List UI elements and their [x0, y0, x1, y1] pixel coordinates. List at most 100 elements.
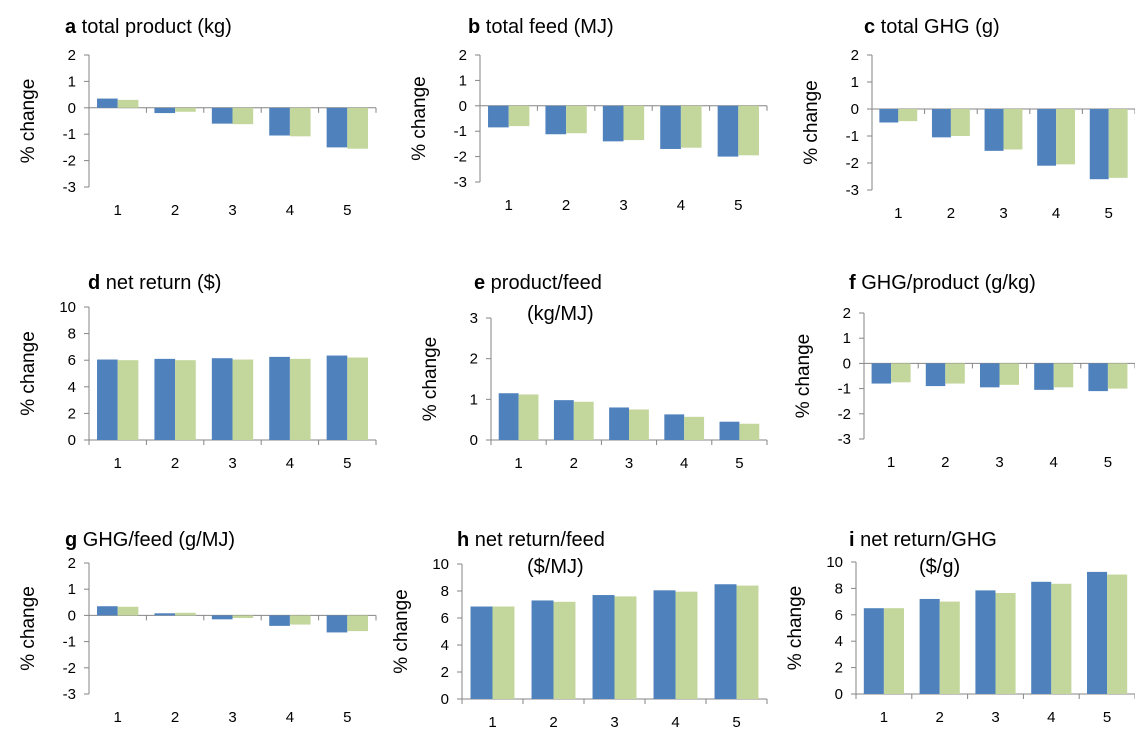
y-tick-label: 8: [441, 583, 449, 600]
y-tick-label: 8: [68, 326, 76, 343]
bar-a-s2-2: [175, 107, 196, 112]
bar-e-s1-3: [609, 407, 629, 440]
x-tick-label: 5: [1105, 205, 1113, 222]
chart-title-text: total GHG (g): [875, 16, 999, 38]
y-tick-label: 2: [441, 664, 449, 681]
bar-d-s2-4: [289, 358, 311, 440]
x-tick-label: 5: [735, 455, 743, 472]
y-tick-label: -3: [454, 174, 467, 191]
chart-title-letter: f: [849, 272, 856, 294]
y-tick-label: 0: [441, 691, 449, 708]
bar-b-s1-2: [545, 105, 567, 135]
bar-b-s2-1: [508, 105, 530, 127]
bar-a-s2-1: [117, 99, 139, 108]
y-tick-label: 8: [835, 580, 843, 597]
bar-c-s2-2: [950, 109, 970, 136]
bar-e-s1-1: [498, 393, 519, 440]
y-tick-label: 0: [851, 101, 859, 118]
chart-panel-d: d net return ($) % change 10 8 6 4 2 0 1 2 3 4 5: [18, 272, 377, 472]
bar-d-s1-4: [269, 356, 290, 440]
bar-d-s2-1: [117, 360, 139, 440]
bar-i-s1-5: [1087, 571, 1108, 694]
bar-b-s2-4: [680, 105, 702, 148]
bar-i-s2-3: [995, 593, 1016, 694]
bar-i-s2-2: [939, 601, 960, 694]
bar-e-s1-4: [664, 414, 685, 440]
x-tick-label: 4: [671, 714, 679, 731]
bar-a-s1-4: [269, 107, 290, 136]
y-axis-label: % change: [409, 76, 430, 161]
bar-g-s1-4: [269, 615, 290, 626]
x-tick-label: 1: [488, 714, 496, 731]
bar-e-s1-5: [719, 421, 740, 440]
x-tick-label: 1: [880, 709, 888, 726]
chart-title: c total GHG (g): [864, 16, 1000, 38]
bar-b-s2-3: [623, 105, 645, 141]
bar-a-s1-2: [154, 107, 176, 114]
bar-f-s2-2: [945, 363, 965, 384]
bar-g-s2-2: [175, 612, 196, 616]
bar-f-s1-4: [1034, 363, 1054, 390]
bar-f-s2-1: [891, 363, 911, 383]
bar-a-s2-3: [232, 107, 254, 125]
x-tick-label: 4: [1052, 205, 1060, 222]
bar-f-s1-3: [979, 363, 1000, 388]
bar-a-s1-3: [211, 107, 233, 124]
bar-g-s2-3: [232, 615, 254, 619]
y-tick-label: -2: [63, 153, 76, 170]
bar-c-s2-4: [1056, 109, 1076, 165]
y-tick-label: 10: [432, 556, 449, 573]
y-tick-label: 0: [68, 100, 76, 117]
chart-title-letter: g: [65, 529, 77, 551]
bar-d-s1-1: [97, 359, 118, 440]
bar-f-s1-1: [871, 363, 892, 384]
bar-e-s2-1: [518, 394, 539, 440]
y-tick-label: 1: [68, 73, 76, 90]
chart-panel-e: e product/feed (kg/MJ) % change 3 2 1 0 1 2 3 4 5: [420, 272, 768, 472]
chart-title-text: total feed (MJ): [480, 16, 613, 38]
bar-e-s2-4: [684, 416, 705, 440]
x-tick-label: 2: [171, 709, 179, 726]
y-tick-label: 1: [470, 391, 478, 408]
chart-title: g GHG/feed (g/MJ): [65, 529, 235, 551]
chart-title: e product/feed: [474, 272, 602, 294]
x-tick-label: 1: [514, 455, 522, 472]
bar-d-s1-3: [211, 358, 233, 440]
y-axis-label: % change: [793, 334, 814, 419]
bar-h-s2-3: [614, 596, 637, 699]
chart-title-letter: b: [468, 16, 480, 38]
bar-c-s2-3: [1003, 109, 1023, 150]
bar-i-s1-4: [1031, 581, 1052, 694]
chart-title-letter: c: [864, 16, 875, 38]
x-tick-label: 3: [610, 714, 618, 731]
chart-title: i net return/GHG: [849, 529, 997, 551]
y-tick-label: 6: [441, 610, 449, 627]
chart-title: h net return/feed: [457, 529, 605, 551]
bar-f-s1-2: [925, 363, 946, 387]
bar-i-s1-1: [863, 608, 884, 694]
x-tick-label: 2: [171, 202, 179, 219]
x-tick-label: 4: [286, 455, 294, 472]
chart-title: b total feed (MJ): [468, 16, 614, 38]
chart-panel-f: f GHG/product (g/kg) % change 2 1 0 -1 -2 -3 1 2 3…: [793, 272, 1135, 471]
bar-h-s1-2: [531, 600, 554, 699]
bar-c-s1-5: [1089, 109, 1109, 180]
bar-g-s2-5: [347, 615, 368, 632]
y-tick-label: 0: [459, 98, 467, 115]
bar-d-s2-2: [175, 360, 196, 440]
x-tick-label: 5: [343, 709, 351, 726]
chart-title-line2: ($/g): [919, 556, 960, 578]
chart-title-text: product/feed: [485, 272, 602, 294]
chart-panel-h: h net return/feed ($/MJ) % change 10 8 6 4 2 0 1 2…: [391, 529, 768, 731]
y-tick-label: -3: [838, 431, 851, 448]
bar-e-s2-5: [739, 423, 760, 440]
bar-a-s2-5: [347, 107, 368, 149]
chart-title-text: net return/GHG: [855, 529, 997, 551]
y-tick-label: 2: [470, 351, 478, 368]
x-tick-label: 1: [114, 202, 122, 219]
bar-d-s1-5: [326, 355, 348, 440]
bar-g-s2-4: [289, 615, 311, 625]
bar-g-s1-2: [154, 613, 176, 616]
chart-title-text: GHG/feed (g/MJ): [77, 529, 235, 551]
bar-a-s2-4: [289, 107, 311, 137]
